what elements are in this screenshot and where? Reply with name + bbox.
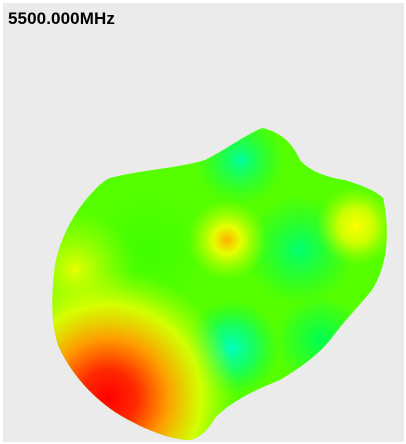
frequency-label: 5500.000MHz	[8, 9, 115, 28]
surface-colormap	[52, 128, 387, 440]
